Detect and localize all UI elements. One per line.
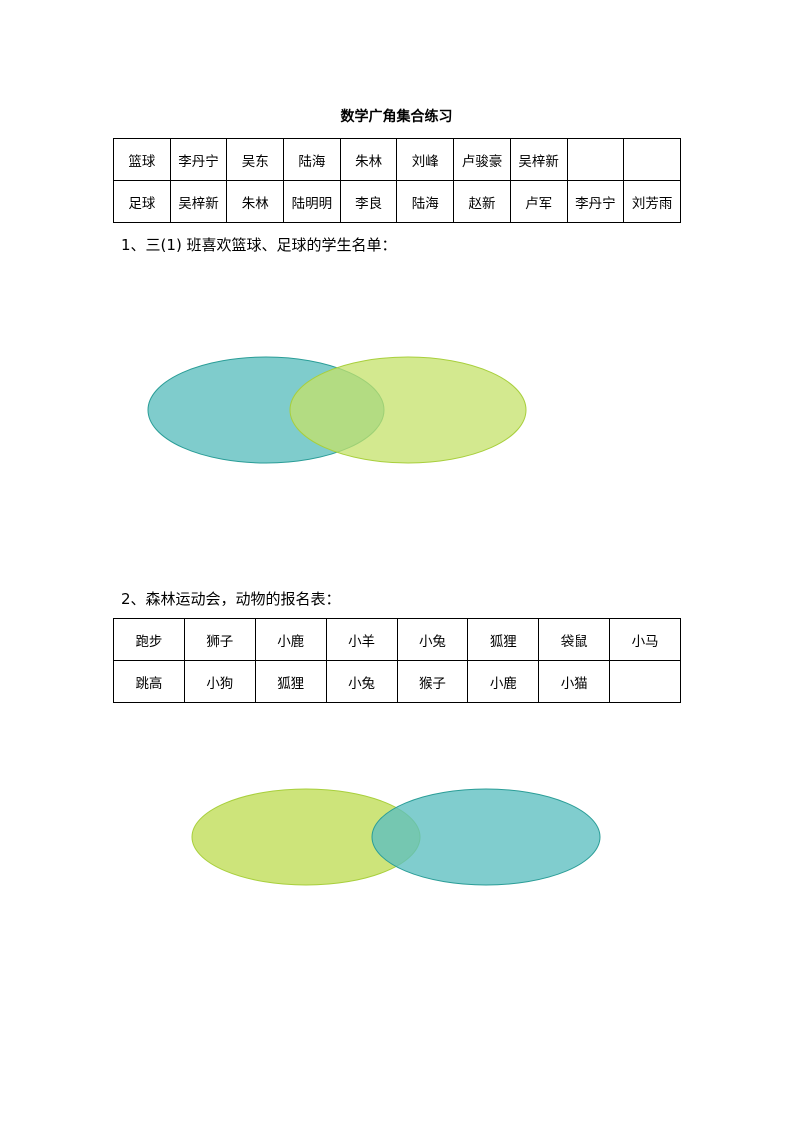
table-cell: 李丹宁 [566,180,625,223]
table-cell: 小羊 [325,618,398,661]
table-cell: 吴东 [226,138,285,181]
table-cell: 小狗 [183,660,256,703]
table-cell: 陆明明 [283,180,341,223]
table-cell: 朱林 [339,138,398,181]
table-cell: 小兔 [325,660,398,703]
table-cell: 篮球 [113,138,171,181]
table-cell: 足球 [113,180,171,223]
table-row: 跳高 小狗 狐狸 小兔 猴子 小鹿 小猫 [113,660,681,703]
table-cell: 小鹿 [254,618,327,661]
page-title: 数学广角集合练习 [340,109,453,125]
animals-table: 跑步 狮子 小鹿 小羊 小兔 狐狸 袋鼠 小马 跳高 小狗 狐狸 小兔 猴子 小鹿 小猫 [113,618,681,703]
table-cell: 卢军 [509,180,568,223]
table-cell: 跳高 [113,660,185,703]
table-cell: 小鹿 [467,660,540,703]
question-1: 1、三(1) 班喜欢篮球、足球的学生名单： [121,236,397,254]
table-cell: 狮子 [183,618,256,661]
table-cell: 狐狸 [467,618,540,661]
table-cell: 吴梓新 [509,138,568,181]
question-2: 2、森林运动会，动物的报名表： [121,590,341,608]
venn-football-circle [289,356,527,464]
table-cell: 刘芳雨 [623,180,681,223]
venn-diagram-2 [191,788,601,886]
table-row: 跑步 狮子 小鹿 小羊 小兔 狐狸 袋鼠 小马 [113,618,681,661]
table-cell: 小马 [609,618,681,661]
table-cell [609,660,681,703]
table-cell: 陆海 [396,180,455,223]
table-cell: 小猫 [538,660,611,703]
table-cell: 赵新 [453,180,511,223]
table-cell: 跑步 [113,618,185,661]
table-cell: 卢骏豪 [453,138,511,181]
venn-highjump-circle [371,788,601,886]
table-cell: 李良 [339,180,398,223]
table-cell [623,138,681,181]
table-cell: 李丹宁 [169,138,228,181]
table-row: 足球 吴梓新 朱林 陆明明 李良 陆海 赵新 卢军 李丹宁 刘芳雨 [113,180,681,223]
sports-table: 篮球 李丹宁 吴东 陆海 朱林 刘峰 卢骏豪 吴梓新 足球 吴梓新 朱林 陆明明 李良 陆海 赵新 卢军 李丹宁… [113,138,681,223]
venn-diagram-1 [147,356,527,464]
table-cell: 陆海 [283,138,341,181]
table-cell: 狐狸 [254,660,327,703]
table-row: 篮球 李丹宁 吴东 陆海 朱林 刘峰 卢骏豪 吴梓新 [113,138,681,181]
table-cell: 朱林 [226,180,285,223]
table-cell: 袋鼠 [538,618,611,661]
table-cell: 小兔 [396,618,469,661]
table-cell: 猴子 [396,660,469,703]
